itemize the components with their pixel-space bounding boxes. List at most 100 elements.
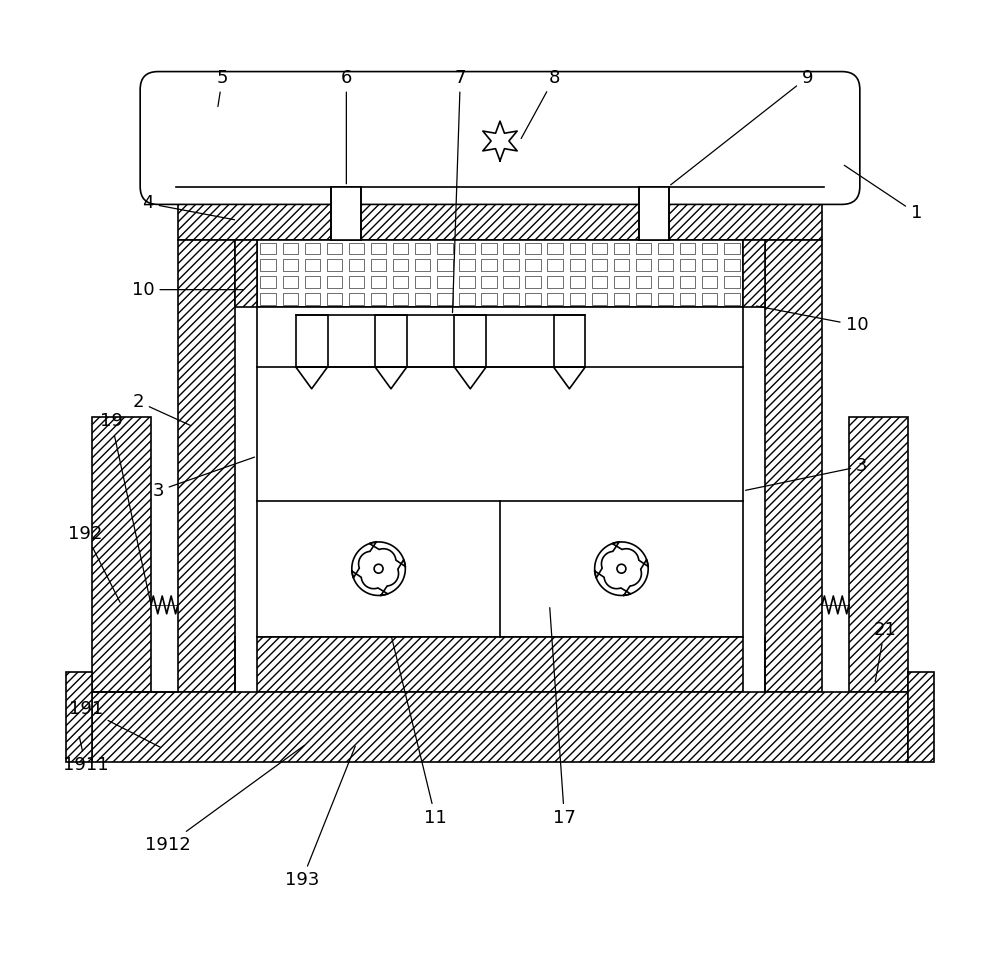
Bar [349,259,364,272]
Bar [592,243,607,254]
Polygon shape [375,367,407,389]
Bar [257,308,743,637]
Bar [349,276,364,288]
Text: 8: 8 [521,69,560,139]
Bar [639,186,669,240]
Bar [305,293,320,305]
Bar [92,692,908,762]
Bar [724,259,740,272]
Bar [459,293,475,305]
Bar [393,276,408,288]
Bar [349,293,364,305]
Bar [702,259,717,272]
Bar [305,259,320,272]
Bar [393,293,408,305]
Bar [178,186,822,240]
Bar [260,293,276,305]
Bar [327,259,342,272]
Bar [375,315,407,367]
Bar [257,637,743,692]
Bar [437,243,453,254]
Polygon shape [296,367,328,389]
Bar [849,417,908,692]
Text: 6: 6 [341,69,352,184]
Bar [743,240,765,308]
Bar [481,259,497,272]
Text: 5: 5 [217,69,228,106]
Text: 2: 2 [132,393,190,425]
Text: 1911: 1911 [63,736,108,774]
Bar [371,293,386,305]
Bar [908,672,934,762]
Bar [724,293,740,305]
Bar [525,276,541,288]
Bar [592,259,607,272]
Text: 192: 192 [68,525,120,602]
Bar [235,240,257,308]
Bar [680,259,695,272]
Bar [415,293,430,305]
Bar [525,259,541,272]
Bar [570,243,585,254]
FancyBboxPatch shape [140,72,860,205]
Bar [327,276,342,288]
Bar [481,293,497,305]
Bar [702,243,717,254]
Bar [371,243,386,254]
Bar [724,276,740,288]
Bar [614,259,629,272]
Text: 193: 193 [285,747,355,889]
Bar [296,315,328,367]
Bar [570,276,585,288]
Bar [327,243,342,254]
Bar [371,259,386,272]
Bar [415,259,430,272]
Bar [305,243,320,254]
Bar [459,243,475,254]
Bar [614,243,629,254]
Text: 9: 9 [671,69,813,185]
Text: 3: 3 [152,457,255,500]
Bar [658,293,673,305]
Bar [680,243,695,254]
Bar [614,293,629,305]
Bar [503,276,519,288]
Polygon shape [554,367,585,389]
Bar [260,259,276,272]
Text: 11: 11 [392,638,447,827]
Bar [547,243,563,254]
Bar [481,276,497,288]
Bar [636,259,651,272]
Text: 10: 10 [756,306,868,335]
Bar [283,293,298,305]
Text: 1912: 1912 [145,746,304,854]
Bar [437,259,453,272]
Text: 17: 17 [550,608,576,827]
Bar [437,293,453,305]
Bar [554,315,585,367]
Bar [283,243,298,254]
Bar [415,276,430,288]
Bar [547,276,563,288]
Bar [454,315,486,367]
Bar [636,276,651,288]
Bar [570,259,585,272]
Bar [459,259,475,272]
Bar [702,276,717,288]
Bar [459,276,475,288]
Bar [260,243,276,254]
Bar [724,243,740,254]
Bar [260,276,276,288]
Bar [614,276,629,288]
Bar [331,186,361,240]
Bar [765,240,822,692]
Text: 1: 1 [844,165,922,223]
Bar [257,240,743,308]
Bar [393,243,408,254]
Text: 7: 7 [453,69,466,313]
Bar [503,243,519,254]
Polygon shape [454,367,486,389]
Bar [658,243,673,254]
Bar [525,293,541,305]
Bar [66,672,92,762]
